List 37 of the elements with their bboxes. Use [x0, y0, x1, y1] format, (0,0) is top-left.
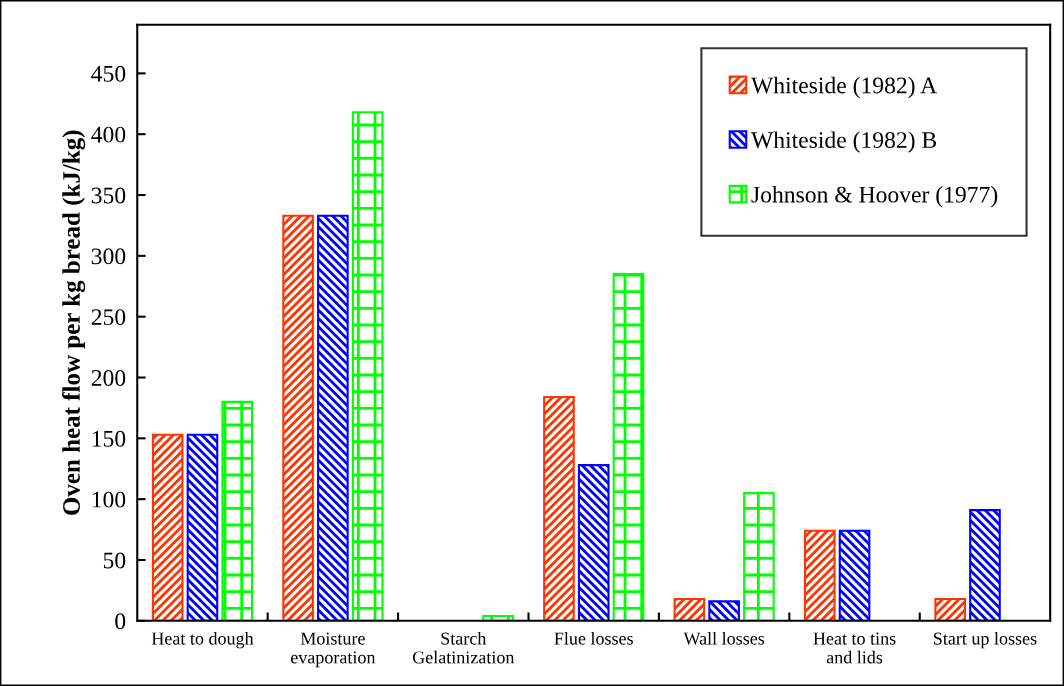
y-tick-label: 0	[115, 613, 126, 630]
y-axis-title: Oven heat flow per kg bread (kJ/kg)	[62, 130, 86, 515]
y-tick-label: 300	[91, 248, 126, 265]
bar	[543, 395, 575, 621]
x-tick-label: Heat to tins and lids	[813, 632, 896, 664]
bar	[612, 273, 645, 621]
legend-label: Johnson & Hoover (1977)	[751, 186, 998, 208]
x-tick-label: Heat to dough	[151, 631, 254, 649]
y-tick-label: 400	[91, 126, 126, 143]
y-tick-label: 350	[91, 187, 126, 204]
bar	[282, 214, 314, 621]
bar	[186, 433, 219, 621]
bar	[577, 464, 610, 621]
bar	[934, 597, 966, 621]
bar	[673, 597, 706, 621]
x-tick-label: Starch Gelatinization	[412, 631, 515, 664]
y-tick-label: 50	[103, 552, 126, 569]
bar	[708, 600, 740, 621]
bar	[317, 214, 349, 621]
bar	[351, 111, 384, 621]
bar	[838, 529, 871, 621]
bar	[743, 492, 775, 621]
y-tick-label: 150	[92, 430, 126, 447]
bar	[803, 529, 836, 621]
x-tick-label: Flue losses	[554, 631, 633, 645]
bar	[969, 509, 1001, 621]
y-tick-label: 200	[91, 370, 126, 386]
legend-label: Whiteside (1982) B	[751, 131, 937, 153]
y-tick-label: 450	[91, 65, 126, 82]
legend-label: Whiteside (1982) A	[751, 76, 938, 99]
x-tick-label: Wall losses	[683, 631, 765, 645]
bar	[151, 433, 184, 621]
y-tick-label: 250	[91, 309, 126, 326]
y-tick-label: 100	[92, 491, 126, 508]
bar	[221, 400, 254, 621]
x-tick-label: Start up losses	[934, 631, 1037, 649]
x-tick-label: Moisture evaporation	[290, 632, 376, 668]
